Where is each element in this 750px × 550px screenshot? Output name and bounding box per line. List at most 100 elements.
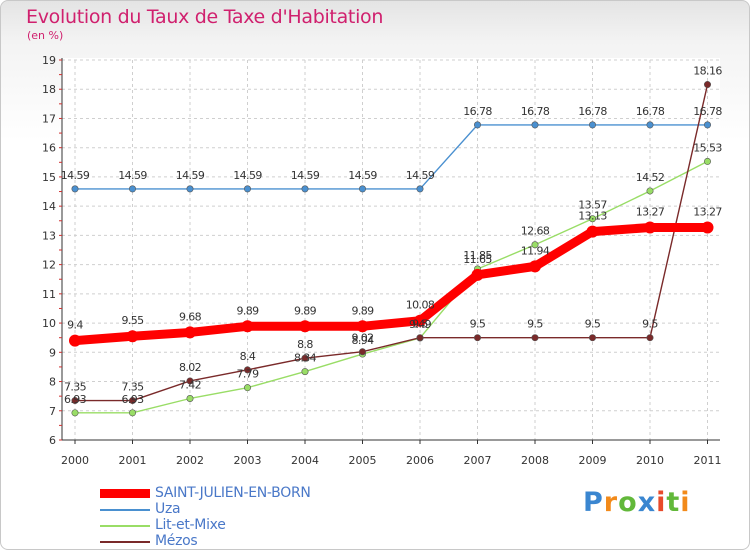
logo-letter: i [656, 487, 667, 518]
data-point-2 [646, 187, 654, 195]
data-point-1 [703, 121, 711, 129]
x-tick-label: 2011 [694, 454, 722, 467]
chart-title: Evolution du Taux de Taxe d'Habitation [26, 6, 384, 28]
y-tick-label: 12 [42, 259, 56, 272]
data-label-3: 9.5 [412, 318, 428, 331]
data-point-3 [358, 348, 366, 356]
y-tick-label: 7 [49, 405, 56, 418]
data-label-1: 16.78 [693, 105, 722, 118]
data-label-3: 7.35 [64, 381, 87, 394]
data-point-1 [646, 121, 654, 129]
data-point-3 [186, 377, 194, 385]
data-point-1 [531, 121, 539, 129]
data-point-3 [588, 334, 596, 342]
x-tick-label: 2005 [349, 454, 377, 467]
data-point-0 [299, 320, 311, 333]
legend-item-mezos: Mézos [100, 533, 420, 550]
x-tick-label: 2010 [636, 454, 664, 467]
data-point-2 [531, 241, 539, 249]
data-label-3: 18.16 [693, 65, 722, 78]
data-point-2 [186, 394, 194, 402]
data-label-2: 11.85 [463, 249, 492, 262]
data-point-3 [703, 81, 711, 89]
y-tick-label: 17 [42, 112, 56, 125]
data-point-1 [301, 185, 309, 193]
data-point-0 [241, 320, 254, 333]
data-point-0 [126, 330, 139, 343]
legend-item-lit-et-mixe: Lit-et-Mixe [100, 517, 420, 534]
data-label-3: 8.8 [297, 338, 313, 351]
data-label-0: 10.08 [406, 299, 435, 312]
data-label-3: 8.02 [179, 361, 201, 374]
data-label-1: 14.59 [61, 169, 90, 182]
data-point-0 [414, 314, 426, 327]
chart-subtitle: (en %) [27, 29, 64, 42]
data-label-3: 9.02 [351, 332, 373, 345]
data-label-0: 13.27 [693, 205, 722, 218]
legend-swatch-saint-julien [100, 489, 150, 498]
data-point-3 [244, 366, 252, 374]
data-label-1: 14.59 [291, 169, 320, 182]
data-label-0: 9.89 [351, 304, 374, 317]
data-point-2 [703, 157, 711, 165]
data-point-1 [416, 185, 424, 193]
x-tick-label: 2008 [521, 454, 549, 467]
data-point-1 [71, 185, 79, 193]
x-tick-label: 2009 [579, 454, 607, 467]
data-point-2 [71, 409, 79, 417]
data-label-3: 9.5 [470, 318, 486, 331]
data-label-2: 6.93 [121, 393, 144, 406]
data-point-3 [129, 397, 137, 405]
data-label-2: 8.34 [294, 352, 317, 365]
data-label-0: 9.68 [179, 310, 202, 323]
data-label-1: 16.78 [521, 105, 550, 118]
data-label-0: 13.27 [636, 205, 665, 218]
data-point-0 [69, 334, 81, 347]
data-label-2: 7.42 [179, 378, 201, 391]
x-tick-label: 2004 [291, 454, 319, 467]
data-label-2: 14.52 [636, 171, 665, 184]
data-label-0: 11.65 [463, 253, 492, 266]
y-tick-label: 15 [42, 171, 56, 184]
data-point-3 [71, 397, 79, 405]
data-label-2: 15.53 [693, 141, 722, 154]
x-tick-label: 2003 [234, 454, 262, 467]
data-label-3: 9.5 [585, 318, 601, 331]
data-label-2: 9.49 [409, 318, 432, 331]
data-point-0 [586, 225, 599, 238]
data-label-3: 9.5 [642, 318, 658, 331]
data-point-0 [701, 221, 714, 234]
data-label-3: 8.4 [240, 350, 256, 363]
data-label-0: 9.89 [236, 304, 259, 317]
x-tick-label: 2002 [176, 454, 204, 467]
data-label-1: 14.59 [176, 169, 205, 182]
data-point-3 [646, 334, 654, 342]
data-point-3 [531, 334, 539, 342]
data-point-1 [588, 121, 596, 129]
data-label-1: 16.78 [578, 105, 607, 118]
legend-item-uza: Uza [100, 501, 420, 518]
data-label-2: 6.93 [64, 393, 87, 406]
legend-label-saint-julien: SAINT-JULIEN-EN-BORN [155, 485, 311, 501]
y-tick-label: 9 [49, 346, 56, 359]
data-point-1 [473, 121, 481, 129]
data-label-1: 16.78 [463, 105, 492, 118]
x-tick-label: 2006 [406, 454, 434, 467]
logo-letter: r [603, 487, 619, 518]
data-point-1 [129, 185, 137, 193]
data-label-1: 16.78 [636, 105, 665, 118]
legend-swatch-uza [100, 509, 150, 511]
data-point-1 [358, 185, 366, 193]
legend-item-saint-julien: SAINT-JULIEN-EN-BORN [100, 485, 420, 502]
legend-label-uza: Uza [155, 501, 181, 517]
y-tick-label: 16 [42, 142, 56, 155]
y-tick-label: 14 [42, 200, 56, 213]
data-label-0: 9.4 [67, 319, 83, 332]
series-line-3 [74, 83, 709, 402]
data-point-3 [473, 334, 481, 342]
series-line-0 [70, 222, 712, 346]
y-tick-label: 6 [49, 434, 56, 447]
proxiti-logo: Proxiti [583, 487, 691, 518]
y-tick-label: 10 [42, 317, 56, 330]
